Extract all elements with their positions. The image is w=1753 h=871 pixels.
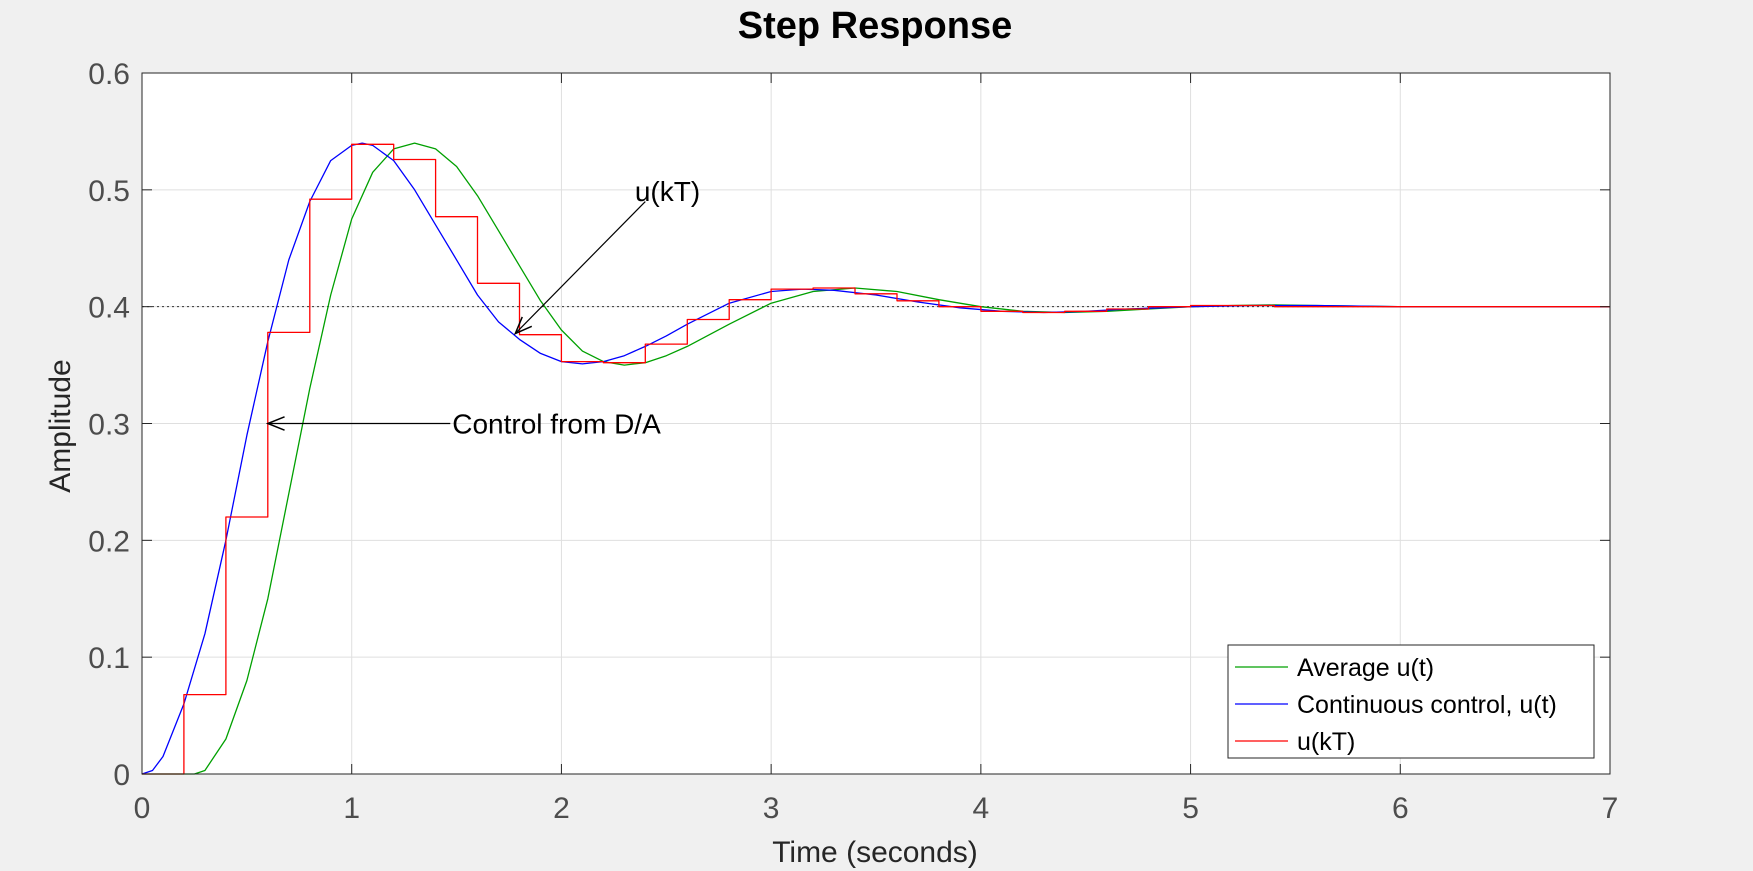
annotation-ukt: u(kT) [635, 176, 700, 207]
x-tick-label: 5 [1182, 792, 1199, 825]
legend-box [1227, 644, 1595, 759]
annotation-ukt-arrow-head [513, 316, 533, 335]
annotations: u(kT) Control from D/A [265, 176, 700, 440]
legend-entry-2: u(kT) [1297, 728, 1355, 756]
annotation-da-arrow-head [265, 416, 285, 431]
y-tick-label: 0.2 [88, 525, 130, 558]
x-tick-label: 6 [1392, 792, 1409, 825]
y-tick-label: 0 [113, 759, 130, 792]
x-tick-label: 7 [1602, 792, 1619, 825]
x-tick-label: 1 [343, 792, 360, 825]
x-tick-label: 2 [553, 792, 570, 825]
y-tick-label: 0.4 [88, 292, 130, 325]
series-layer [141, 142, 1610, 775]
y-tick-label: 0.3 [88, 409, 130, 442]
legend-entry-0: Average u(t) [1297, 654, 1434, 682]
x-tick-label: 4 [973, 792, 990, 825]
legend-entry-1: Continuous control, u(t) [1297, 691, 1557, 719]
chart-title: Step Response [738, 5, 1013, 47]
x-tick-label: 0 [134, 792, 151, 825]
x-ticks: 0 1 2 3 4 5 6 7 [134, 73, 1619, 825]
legend: Average u(t) Continuous control, u(t) u(kT… [1227, 644, 1595, 759]
y-tick-label: 0.1 [88, 642, 130, 675]
y-tick-label: 0.6 [88, 58, 130, 91]
series-line-2 [142, 143, 1610, 775]
x-axis-label: Time (seconds) [772, 836, 978, 869]
y-axis-label: Amplitude [44, 359, 77, 492]
annotation-control-from-da: Control from D/A [452, 409, 661, 440]
x-tick-label: 3 [763, 792, 780, 825]
y-ticks: 0 0.1 0.2 0.3 0.4 0.5 0.6 [88, 58, 1610, 792]
y-tick-label: 0.5 [88, 175, 130, 208]
annotation-ukt-arrow-shaft [514, 201, 646, 334]
